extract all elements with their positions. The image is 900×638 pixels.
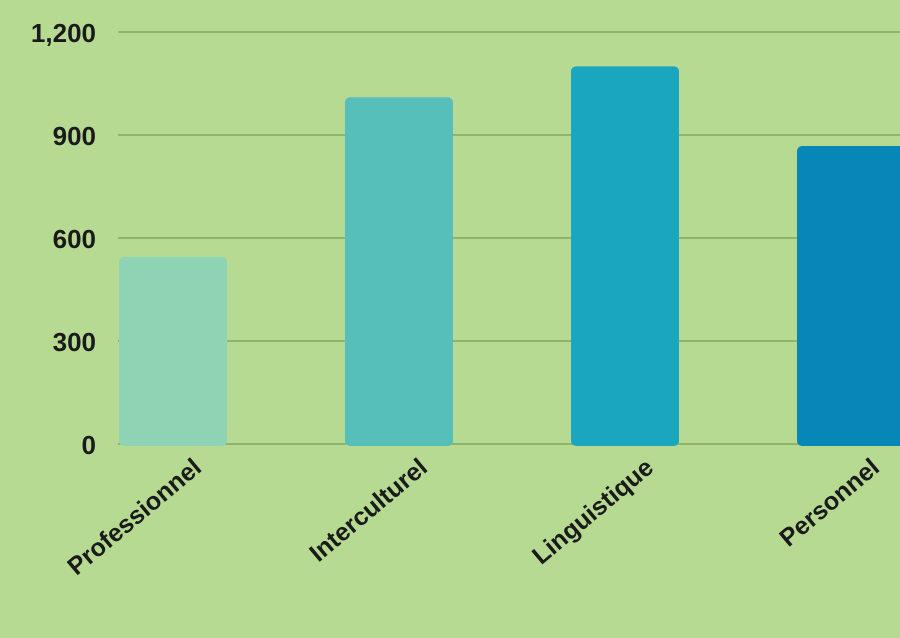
x-tick-label: Interculturel	[304, 453, 433, 567]
gridlines	[118, 31, 900, 445]
x-axis-ticks: Professionnel Interculturel Linguistique Pe…	[62, 453, 885, 581]
y-tick-label: 300	[53, 327, 96, 357]
y-tick-label: 900	[53, 121, 96, 151]
bar-professionnel	[119, 256, 227, 446]
y-tick-label: 0	[82, 430, 96, 460]
bar-linguistique	[571, 66, 679, 446]
y-axis-ticks: 0 300 600 900 1,200	[31, 18, 96, 460]
x-tick-label: Professionnel	[62, 453, 207, 581]
bars	[119, 66, 900, 446]
x-tick-label: Linguistique	[527, 453, 659, 570]
x-tick-label: Personnel	[774, 453, 885, 552]
bar-interculturel	[345, 97, 453, 446]
y-tick-label: 1,200	[31, 18, 96, 48]
bar-personnel	[797, 145, 900, 446]
y-tick-label: 600	[53, 224, 96, 254]
